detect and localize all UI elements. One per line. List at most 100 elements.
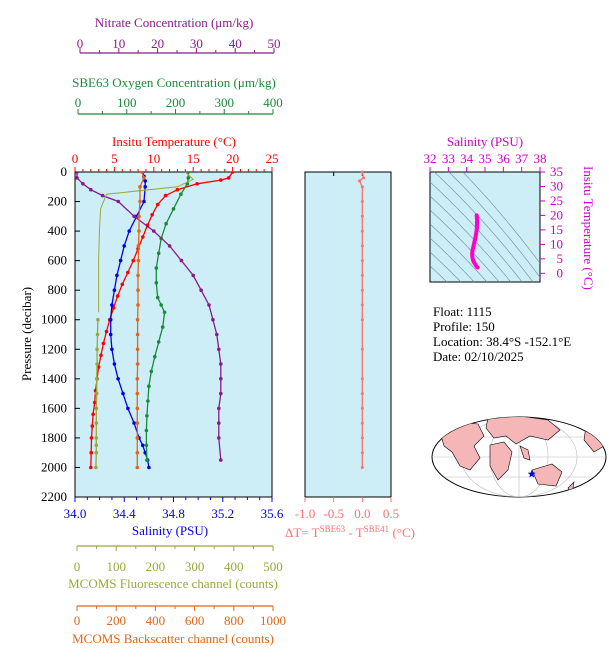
backscatter-point — [135, 450, 140, 455]
temperature-point — [115, 294, 120, 298]
fluorescence-point — [94, 421, 99, 425]
backscatter-point — [135, 317, 140, 322]
temperature-axis-tick-label: 0 — [72, 151, 79, 166]
delta-t-point — [360, 392, 364, 396]
ts-profile-line — [470, 213, 480, 270]
delta-t-point — [360, 451, 364, 455]
temperature-point — [219, 178, 223, 182]
oxygen-point — [179, 192, 183, 196]
nitrate-point — [217, 406, 221, 411]
salinity-point — [110, 303, 114, 307]
salinity-point — [140, 443, 145, 448]
delta-t-point — [360, 229, 364, 233]
fluorescence-axis-tick-label: 300 — [185, 559, 205, 574]
ts-temperature-axis-title: Insitu Temperature (°C) — [581, 166, 596, 290]
delta-t-point — [360, 406, 364, 410]
pressure-tick-label: 1800 — [41, 430, 67, 445]
fluorescence-point — [96, 317, 100, 322]
backscatter-axis-title: MCOMS Backscatter channel (counts) — [72, 631, 274, 646]
ts-temperature-tick-label: 5 — [557, 251, 564, 266]
fluorescence-axis-tick-label: 200 — [146, 559, 166, 574]
backscatter-axis-tick-label: 600 — [185, 613, 205, 628]
salinity-point — [147, 465, 151, 470]
delta-t-plot-area — [304, 171, 392, 498]
ts-density-contour — [430, 237, 475, 282]
temperature-axis-tick-label: 10 — [147, 151, 160, 166]
nitrate-point — [75, 176, 79, 180]
delta-t-point — [362, 176, 365, 180]
salinity-axis-tick-label: 34.4 — [113, 506, 136, 521]
nitrate-axis-tick-label: 10 — [112, 36, 125, 51]
delta-t-point — [360, 185, 364, 189]
salinity-axis-tick-label: 35.2 — [211, 506, 234, 521]
fluorescence-point — [94, 465, 98, 470]
backscatter-axis-tick-label: 0 — [74, 613, 81, 628]
temperature-point — [163, 193, 168, 198]
oxygen-point — [162, 310, 167, 315]
temperature-point — [111, 306, 116, 310]
oxygen-point — [186, 176, 191, 180]
fluorescence-point — [95, 362, 99, 366]
delta-t-point — [360, 377, 364, 381]
oxygen-axis-tick-label: 100 — [117, 95, 137, 110]
delta-t-tick-label: -0.5 — [323, 506, 344, 521]
delta-t-tick-label: 0.0 — [354, 506, 370, 521]
ts-salinity-axis-title: Salinity (PSU) — [447, 134, 523, 149]
backscatter-point — [137, 214, 141, 219]
backscatter-point — [136, 258, 141, 263]
nitrate-point — [217, 436, 221, 440]
ts-density-contour — [430, 265, 448, 282]
oxygen-point — [155, 295, 160, 300]
pressure-tick-label: 400 — [48, 223, 68, 238]
backscatter-point — [135, 391, 140, 396]
oxygen-point — [160, 325, 165, 329]
nitrate-point — [167, 244, 172, 248]
temperature-point — [101, 341, 106, 346]
backscatter-point — [136, 244, 141, 248]
ts-temperature-tick-label: 0 — [557, 265, 564, 280]
backscatter-point — [135, 377, 140, 381]
temperature-point — [90, 424, 95, 428]
ts-temperature-tick-label: 30 — [550, 178, 563, 193]
oxygen-axis-tick-label: 400 — [263, 95, 283, 110]
ts-temperature-tick-label: 20 — [550, 207, 563, 222]
pressure-tick-label: 2000 — [41, 459, 67, 474]
salinity-point — [108, 332, 113, 337]
nitrate-point — [152, 229, 156, 233]
temperature-point — [131, 258, 136, 263]
salinity-point — [112, 362, 117, 366]
delta-t-axis-title: ΔT= TSBE63 - TSBE41 (°C) — [285, 524, 415, 540]
oxygen-point — [145, 458, 149, 462]
nitrate-point — [89, 187, 93, 192]
backscatter-point — [135, 332, 140, 337]
backscatter-point — [135, 465, 140, 470]
ts-density-contour — [448, 172, 540, 278]
backscatter-point — [135, 421, 140, 425]
delta-t-tick-label: 0.5 — [383, 506, 399, 521]
ts-temperature-tick-label: 35 — [550, 164, 563, 179]
nitrate-point — [100, 193, 105, 198]
delta-t-point — [360, 303, 364, 307]
temperature-point — [89, 465, 93, 470]
salinity-axis-tick-label: 34.8 — [162, 506, 185, 521]
nitrate-point — [219, 362, 223, 366]
backscatter-point — [136, 273, 140, 278]
temperature-point — [226, 176, 231, 180]
backscatter-point — [135, 406, 140, 411]
backscatter-point — [137, 229, 141, 233]
backscatter-axis-tick-label: 400 — [146, 613, 166, 628]
oxygen-axis-title: SBE63 Oxygen Concentration (μm/kg) — [72, 75, 276, 90]
backscatter-point — [138, 199, 142, 204]
pressure-tick-label: 800 — [48, 282, 68, 297]
backscatter-point — [136, 303, 140, 307]
salinity-point — [110, 347, 114, 352]
fluorescence-axis-tick-label: 400 — [224, 559, 244, 574]
fluorescence-axis-title: MCOMS Fluorescence channel (counts) — [68, 576, 278, 591]
oxygen-point — [146, 399, 150, 403]
nitrate-point — [75, 172, 79, 174]
temperature-point — [104, 329, 109, 334]
oxygen-axis-tick-label: 200 — [166, 95, 186, 110]
fluorescence-point — [94, 443, 99, 448]
nitrate-point — [211, 317, 215, 322]
